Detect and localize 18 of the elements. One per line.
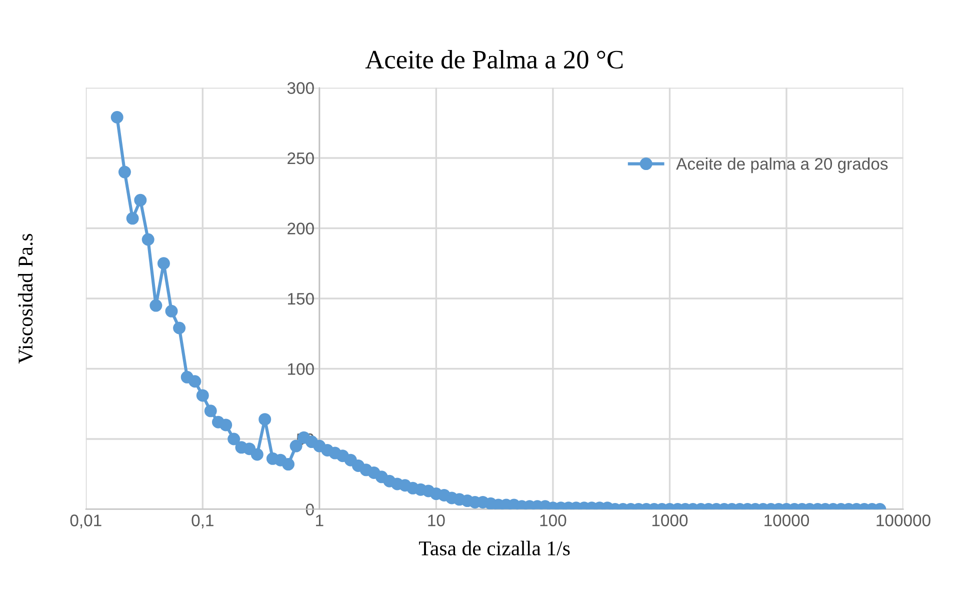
y-tick-label: 0 <box>306 504 314 516</box>
x-tick-label: 100000 <box>876 514 930 526</box>
x-tick-label: 10000 <box>764 514 809 526</box>
legend-label: Aceite de palma a 20 grados <box>676 158 888 174</box>
x-tick-label: 100 <box>540 514 566 526</box>
x-axis-title: Tasa de cizalla 1/s <box>419 540 570 556</box>
y-tick-label: 300 <box>287 82 314 94</box>
x-tick-label: 1 <box>316 514 324 526</box>
y-tick-label: 100 <box>288 363 314 375</box>
x-tick-label: 10 <box>428 514 445 526</box>
chart-title: Aceite de Palma a 20 °C <box>365 50 623 69</box>
y-tick-label: 200 <box>288 222 314 234</box>
y-axis-title: Viscosidad Pa.s <box>18 234 33 364</box>
y-tick-label: 250 <box>288 152 314 164</box>
x-tick-label: 0,1 <box>192 514 214 528</box>
y-tick-label: 150 <box>288 292 314 305</box>
x-tick-label: 1000 <box>652 514 688 526</box>
x-tick-label: 0,01 <box>70 514 102 528</box>
